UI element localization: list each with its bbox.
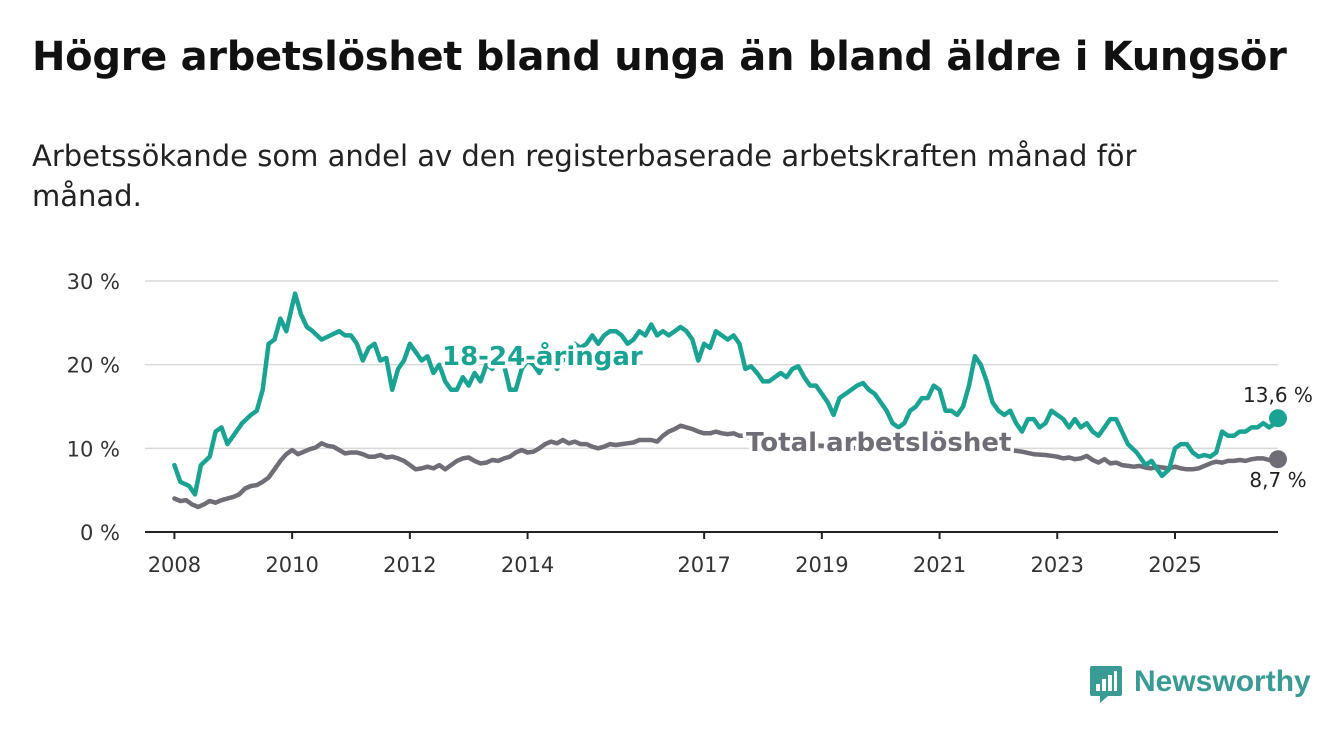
endpoint-dot-18-24 (1269, 409, 1287, 428)
y-tick-label: 20 % (67, 354, 120, 378)
series-label-total-halo: Total arbetslöshet (746, 428, 1011, 458)
chart-title: Högre arbetslöshet bland unga än bland ä… (32, 34, 1287, 80)
endpoint-dot-total (1269, 450, 1287, 469)
x-tick-label: 2012 (383, 553, 436, 577)
series-line-total (172, 423, 1278, 510)
series-lines (172, 291, 1278, 510)
series-label-total-text: Total arbetslöshet (746, 428, 1011, 458)
x-tick-label: 2014 (501, 553, 554, 577)
x-tick-label: 2025 (1148, 553, 1201, 577)
y-tick-label: 0 % (80, 521, 120, 545)
y-tick-label: 30 % (67, 270, 120, 294)
x-tick-label: 2010 (265, 553, 318, 577)
brand-logo: Newsworthy (1088, 660, 1311, 704)
y-axis-ticks: 0 % 10 % 20 % 30 % (67, 270, 120, 545)
brand-name: Newsworthy (1134, 665, 1311, 698)
newsworthy-logo-icon (1088, 664, 1124, 703)
series-label-18-24-halo: 18-24-åringar (442, 340, 643, 372)
x-tick-label: 2008 (148, 553, 201, 577)
series-line-18-24 (172, 291, 1278, 497)
x-tick-label: 2017 (677, 553, 730, 577)
x-tick-label: 2023 (1031, 553, 1084, 577)
series-label-18-24-text: 18-24-åringar (442, 340, 643, 372)
end-value-18-24: 13,6 % (1243, 383, 1313, 407)
x-tick-label: 2019 (795, 553, 848, 577)
x-tick-label: 2021 (913, 553, 966, 577)
x-axis: 2008 2010 2012 2014 2017 2019 2021 2023 2025 (145, 531, 1278, 577)
chart-subtitle: Arbetssökande som andel av den registerb… (32, 139, 1137, 213)
y-tick-label: 10 % (67, 437, 120, 461)
end-value-total: 8,7 % (1249, 468, 1306, 492)
